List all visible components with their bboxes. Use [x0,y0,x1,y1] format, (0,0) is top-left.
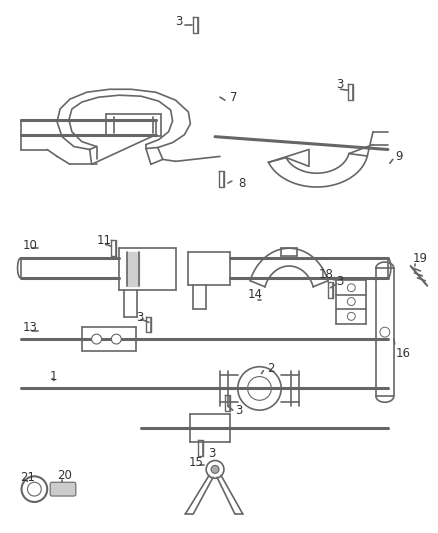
FancyBboxPatch shape [50,482,76,496]
Text: 10: 10 [22,239,37,252]
Text: 1: 1 [50,370,58,383]
Text: 3: 3 [235,403,242,417]
Text: 3: 3 [336,276,344,288]
Text: 19: 19 [413,252,427,264]
Text: 13: 13 [22,321,37,334]
Text: 3: 3 [176,14,183,28]
Text: 3: 3 [336,78,344,91]
Circle shape [380,327,390,337]
Text: 7: 7 [230,91,237,104]
Text: 3: 3 [208,447,215,460]
Text: 15: 15 [188,456,203,469]
Polygon shape [127,252,139,286]
Text: 11: 11 [96,234,112,247]
Circle shape [347,297,355,305]
Circle shape [211,465,219,473]
Text: 16: 16 [396,348,411,360]
Circle shape [347,312,355,320]
Text: 21: 21 [21,471,35,484]
Text: 9: 9 [396,150,403,163]
Text: 2: 2 [267,362,275,375]
Text: 8: 8 [238,176,245,190]
Text: 14: 14 [247,288,263,301]
Circle shape [111,334,121,344]
Text: 18: 18 [319,269,334,281]
Text: 3: 3 [136,311,143,324]
Circle shape [92,334,102,344]
Circle shape [347,284,355,292]
Text: 20: 20 [57,469,72,482]
